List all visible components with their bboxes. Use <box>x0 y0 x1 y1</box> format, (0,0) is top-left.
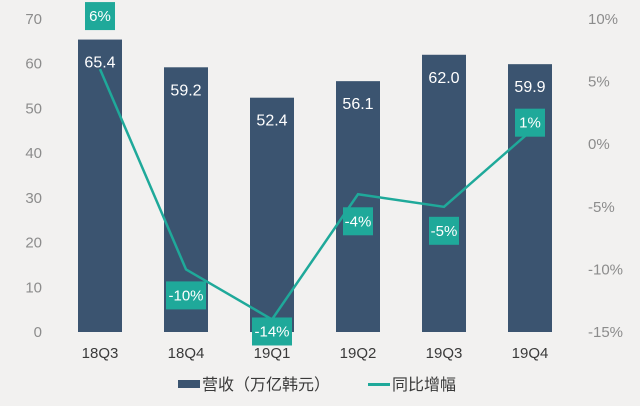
growth-label-box <box>252 317 292 346</box>
right-axis-tick: 0% <box>588 136 610 153</box>
bar-value-label: 65.4 <box>84 55 115 72</box>
bar-19Q1 <box>250 97 294 332</box>
growth-line <box>98 68 531 322</box>
legend: 营收（万亿韩元） 同比增幅 <box>178 376 456 394</box>
growth-label-box <box>166 281 206 310</box>
left-axis-tick: 60 <box>25 56 42 73</box>
legend-label-revenue: 营收（万亿韩元） <box>202 376 330 394</box>
left-axis-tick: 70 <box>25 11 42 28</box>
legend-swatch-growth <box>368 383 390 386</box>
growth-value-label: -4% <box>345 213 372 230</box>
left-axis-tick: 0 <box>34 324 42 341</box>
x-axis-tick: 19Q3 <box>426 345 463 362</box>
bar-19Q2 <box>336 81 380 332</box>
x-axis-tick: 19Q4 <box>512 345 549 362</box>
growth-label-box <box>343 207 373 236</box>
left-axis-tick: 40 <box>25 145 42 162</box>
growth-label-box <box>85 2 115 31</box>
growth-value-label: 6% <box>89 8 111 25</box>
legend-label-growth: 同比增幅 <box>392 376 456 394</box>
bar-value-label: 52.4 <box>256 113 287 130</box>
bar-value-label: 62.0 <box>428 70 459 87</box>
legend-swatch-revenue <box>178 380 200 388</box>
growth-value-label: -10% <box>168 287 203 304</box>
left-axis-tick: 10 <box>25 279 42 296</box>
bar-value-label: 56.1 <box>342 96 373 113</box>
bar-value-label: 59.2 <box>170 82 201 99</box>
right-axis-tick: -10% <box>588 261 623 278</box>
right-axis-tick: -5% <box>588 199 615 216</box>
growth-value-label: 1% <box>519 115 541 132</box>
x-axis-tick: 19Q1 <box>254 345 291 362</box>
right-axis-tick: 5% <box>588 74 610 91</box>
growth-label-box <box>515 108 545 137</box>
x-axis-tick: 18Q4 <box>168 345 205 362</box>
left-axis-tick: 50 <box>25 100 42 117</box>
growth-value-label: -14% <box>254 323 289 340</box>
x-axis-tick: 18Q3 <box>82 345 119 362</box>
right-axis-tick: -15% <box>588 324 623 341</box>
bar-19Q4 <box>508 64 552 332</box>
bar-value-label: 59.9 <box>514 79 545 96</box>
left-axis-tick: 30 <box>25 190 42 207</box>
bar-18Q3 <box>78 39 122 332</box>
growth-label-box <box>429 216 459 245</box>
right-axis-tick: 10% <box>588 11 618 28</box>
x-axis-tick: 19Q2 <box>340 345 377 362</box>
left-axis-tick: 20 <box>25 235 42 252</box>
growth-value-label: -5% <box>431 223 458 240</box>
